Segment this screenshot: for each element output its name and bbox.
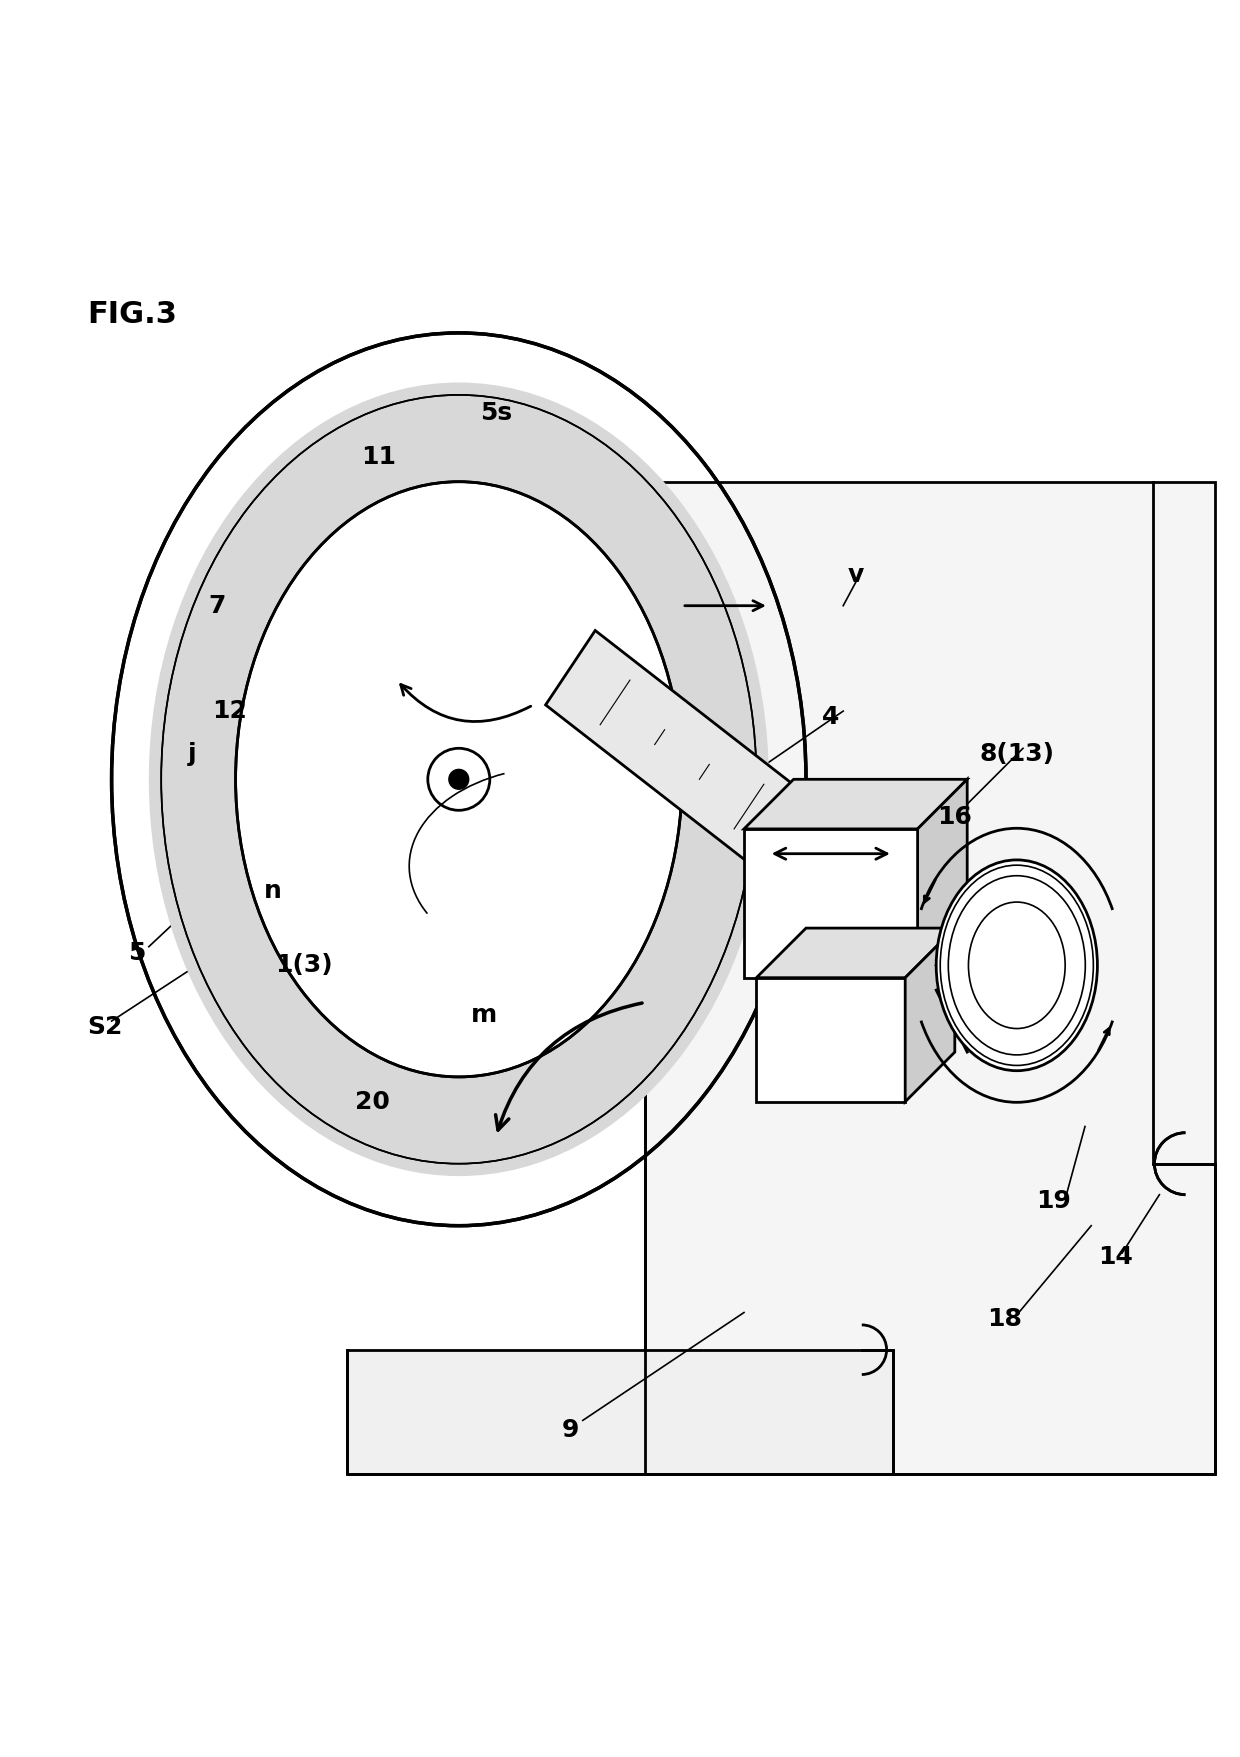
Ellipse shape [248, 506, 670, 1052]
Polygon shape [645, 481, 1215, 1474]
Polygon shape [756, 977, 905, 1102]
Ellipse shape [236, 481, 682, 1077]
Text: 1(3): 1(3) [275, 954, 332, 977]
Text: v: v [847, 562, 864, 587]
Polygon shape [546, 631, 818, 878]
Text: 5: 5 [128, 942, 145, 965]
Polygon shape [347, 1349, 893, 1474]
Polygon shape [744, 829, 918, 977]
Text: m: m [470, 1003, 497, 1026]
Polygon shape [756, 928, 955, 977]
Polygon shape [918, 780, 967, 977]
Text: 18: 18 [987, 1307, 1022, 1330]
Polygon shape [744, 780, 967, 829]
Polygon shape [905, 928, 955, 1102]
Text: 14: 14 [1099, 1244, 1133, 1269]
Text: n: n [264, 878, 281, 903]
Text: 7: 7 [208, 594, 226, 618]
Circle shape [449, 770, 469, 789]
Text: 20: 20 [355, 1089, 389, 1114]
Text: 5s: 5s [480, 402, 512, 425]
Circle shape [428, 748, 490, 810]
Text: 9: 9 [562, 1418, 579, 1442]
Text: 16: 16 [937, 805, 972, 829]
Text: 4: 4 [822, 705, 839, 729]
Text: FIG.3: FIG.3 [87, 300, 176, 329]
Text: 12: 12 [212, 699, 247, 724]
Text: 19: 19 [1037, 1189, 1071, 1212]
Text: 11: 11 [361, 445, 396, 469]
Ellipse shape [936, 859, 1097, 1070]
Text: 8(13): 8(13) [980, 743, 1054, 766]
Ellipse shape [149, 383, 769, 1175]
Text: j: j [188, 743, 196, 766]
Text: S2: S2 [88, 1016, 123, 1040]
